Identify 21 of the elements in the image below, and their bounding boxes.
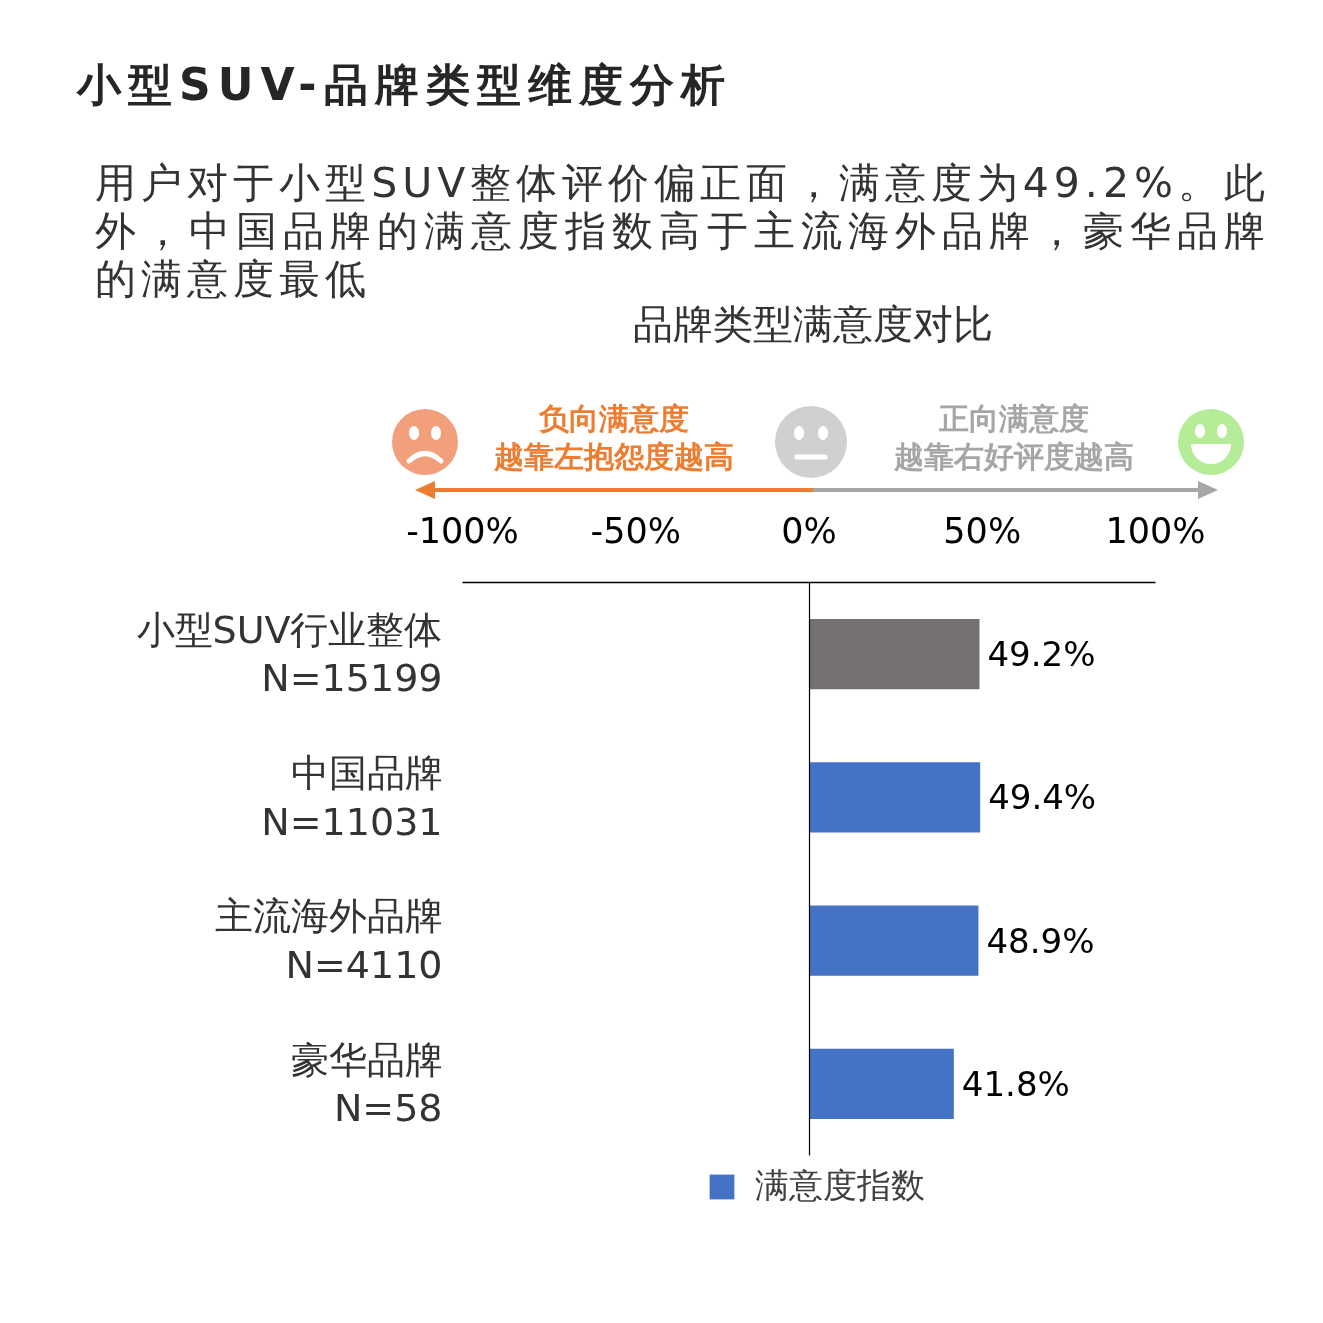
data-label: 49.4% [988, 777, 1097, 818]
x-tick-label: -100% [406, 510, 519, 551]
data-label: 49.2% [987, 634, 1096, 675]
text: 正向满意度 [938, 401, 1090, 437]
text: 品牌类型满意度对比 [632, 300, 994, 349]
legend-label: 满意度指数 [754, 1164, 925, 1207]
text: 越靠右好评度越高 [893, 439, 1135, 475]
text: 负向满意度 [538, 401, 690, 437]
y-tick-label: 主流海外品牌 N=4110 [214, 894, 443, 987]
data-label: 41.8% [961, 1063, 1070, 1104]
x-tick-label: 50% [943, 510, 1022, 551]
text: 越靠左抱怨度越高 [493, 439, 735, 475]
x-tick-label: -50% [590, 510, 681, 551]
chart-subtitle: 用户对于小型SUV整体评价偏正面，满意度为49.2%。此外，中国品牌的满意度指数高于主流海外品牌，豪华品牌的满意度最低 [95, 159, 1270, 303]
x-tick-label: 100% [1105, 510, 1206, 551]
y-tick-label: 中国品牌 N=11031 [261, 751, 443, 844]
y-tick-label: 小型SUV行业整体 N=15199 [136, 607, 443, 701]
y-tick-label: 豪华品牌 N=58 [290, 1037, 443, 1131]
x-tick-label: 0% [781, 510, 837, 551]
data-label: 48.9% [986, 920, 1095, 961]
chart-title: 小型SUV-品牌类型维度分析 [77, 58, 732, 112]
